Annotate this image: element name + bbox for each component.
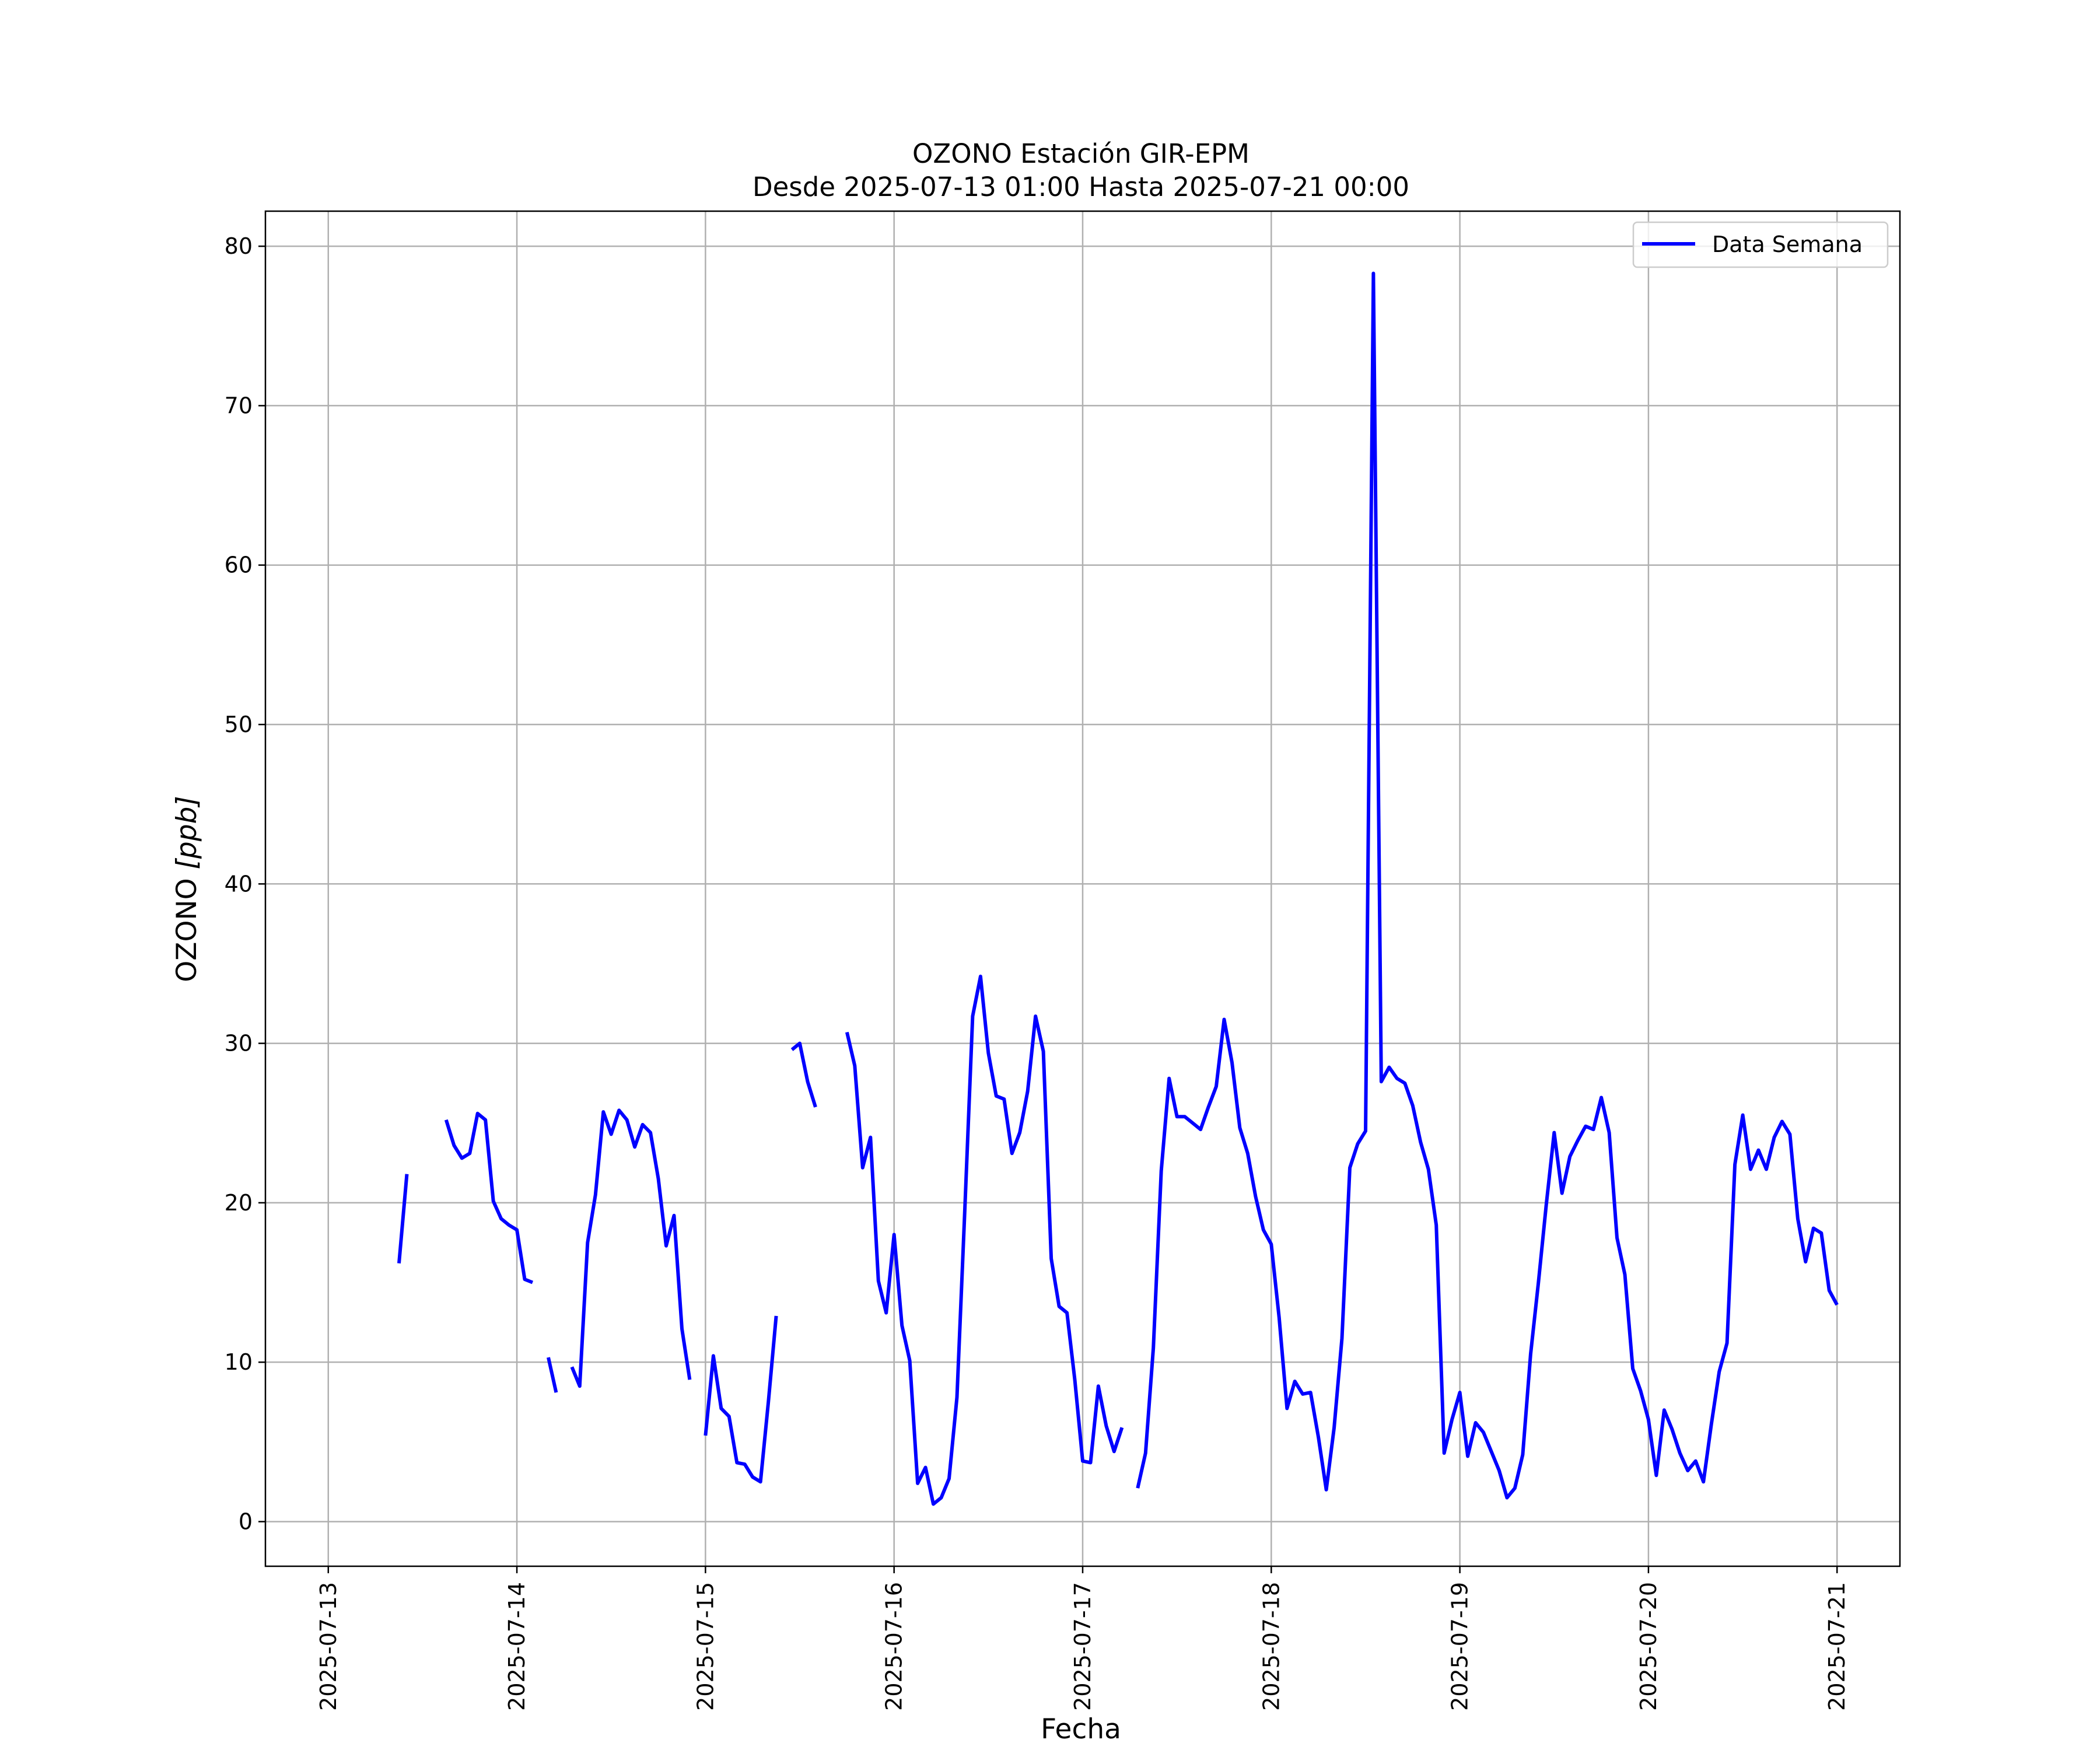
x-tick-label-2025-07-18: 2025-07-18 — [1258, 1582, 1284, 1711]
y-tick-label-50: 50 — [225, 712, 253, 737]
y-tick-label-20: 20 — [225, 1190, 253, 1216]
chart-subtitle: Desde 2025-07-13 01:00 Hasta 2025-07-21 … — [752, 172, 1409, 202]
series-line-segment-4 — [570, 1108, 692, 1388]
x-tick-label-2025-07-13: 2025-07-13 — [316, 1582, 341, 1711]
y-tick-label-70: 70 — [225, 393, 253, 418]
y-tick-label-60: 60 — [225, 552, 253, 578]
y-tick-label-30: 30 — [225, 1031, 253, 1056]
x-axis-label: Fecha — [1041, 1713, 1121, 1745]
series-line-segment-6 — [790, 1041, 817, 1108]
x-tick-label-2025-07-16: 2025-07-16 — [881, 1582, 907, 1711]
x-tick-label-2025-07-19: 2025-07-19 — [1447, 1582, 1473, 1711]
x-axis-ticks: 2025-07-13 2025-07-14 2025-07-15 2025-07-16… — [316, 1566, 1850, 1711]
data-series-lines — [397, 271, 1839, 1506]
y-axis-label-unit: [ppb] — [171, 796, 203, 869]
chart-title: OZONO Estación GIR-EPM — [912, 138, 1250, 169]
x-tick-label-2025-07-21: 2025-07-21 — [1824, 1582, 1850, 1711]
series-line-segment-5 — [704, 1315, 778, 1484]
x-tick-label-2025-07-17: 2025-07-17 — [1070, 1582, 1096, 1711]
series-line-segment-2 — [444, 1111, 534, 1284]
y-tick-label-0: 0 — [239, 1508, 253, 1534]
legend-box — [1632, 221, 1889, 268]
series-line-segment-3 — [547, 1357, 558, 1393]
series-line-segment-8 — [1136, 271, 1839, 1500]
y-axis-ticks: 0 10 20 30 40 50 60 70 80 — [225, 233, 265, 1534]
x-tick-label-2025-07-14: 2025-07-14 — [504, 1582, 530, 1711]
legend-entry-data-semana: Data Semana — [1712, 232, 1863, 257]
y-tick-label-40: 40 — [225, 871, 253, 897]
y-tick-label-80: 80 — [225, 233, 253, 259]
series-line-segment-1 — [397, 1174, 409, 1264]
x-tick-label-2025-07-15: 2025-07-15 — [692, 1582, 718, 1711]
y-axis-label: OZONO [ppb] — [171, 796, 203, 982]
y-tick-label-10: 10 — [225, 1349, 253, 1375]
series-line-segment-7 — [845, 974, 1124, 1506]
grid-lines — [265, 211, 1900, 1566]
legend: Data Semana — [1632, 221, 1889, 268]
x-tick-label-2025-07-20: 2025-07-20 — [1636, 1582, 1661, 1711]
y-axis-label-base: OZONO — [171, 869, 203, 982]
